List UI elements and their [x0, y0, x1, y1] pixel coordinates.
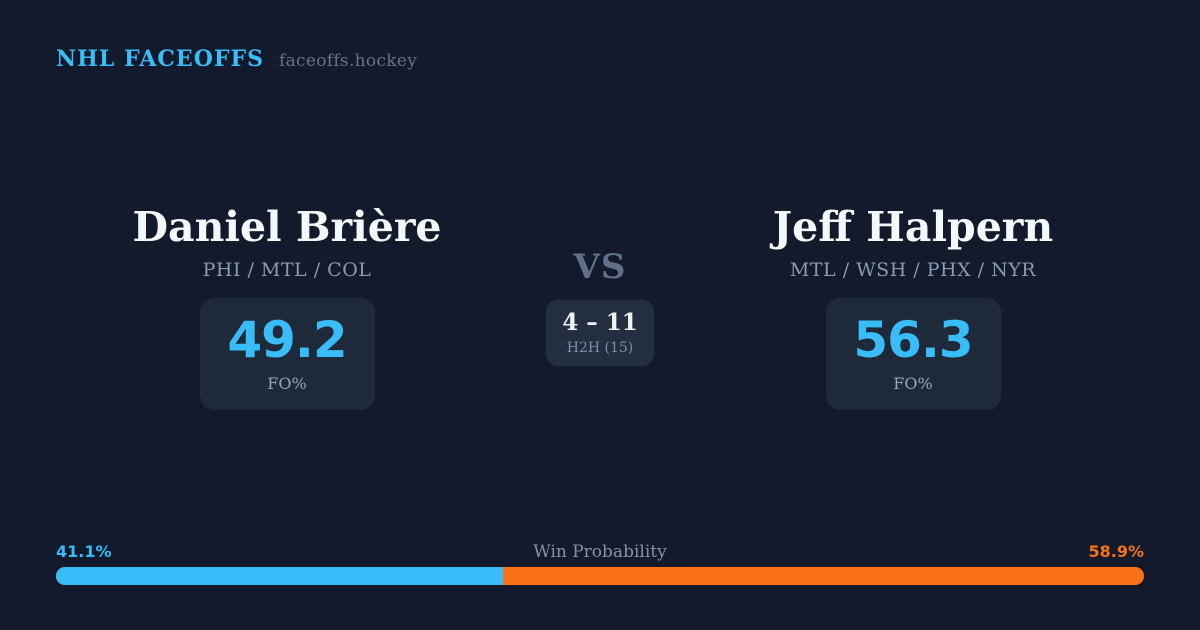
- win-probability-bar-left-segment: [56, 567, 504, 585]
- win-probability-left-pct: 41.1%: [56, 542, 112, 561]
- player-left: Daniel Brière PHI / MTL / COL 49.2 FO%: [127, 203, 447, 411]
- brand-domain: faceoffs.hockey: [279, 51, 418, 71]
- header: NHL FACEOFFS faceoffs.hockey: [56, 46, 417, 72]
- win-probability-right-pct: 58.9%: [1088, 542, 1144, 561]
- player-left-stat-box: 49.2 FO%: [199, 298, 375, 411]
- h2h-box: 4 – 11 H2H (15): [546, 300, 654, 366]
- player-left-name: Daniel Brière: [132, 203, 442, 251]
- player-left-stat-label: FO%: [267, 374, 307, 394]
- h2h-record: 4 – 11: [562, 308, 638, 336]
- center-column: VS 4 – 11 H2H (15): [520, 247, 680, 366]
- win-probability-bar: [56, 567, 1144, 585]
- vs-label: VS: [573, 247, 627, 287]
- player-left-teams: PHI / MTL / COL: [202, 259, 372, 282]
- player-left-stat-value: 49.2: [227, 311, 347, 370]
- brand-title: NHL FACEOFFS: [56, 46, 264, 72]
- player-right-stat-label: FO%: [893, 374, 933, 394]
- win-probability-title: Win Probability: [533, 542, 667, 562]
- win-probability-labels: 41.1% Win Probability 58.9%: [0, 542, 1200, 564]
- player-right: Jeff Halpern MTL / WSH / PHX / NYR 56.3 …: [753, 203, 1073, 411]
- player-right-teams: MTL / WSH / PHX / NYR: [789, 259, 1037, 282]
- player-right-stat-box: 56.3 FO%: [825, 298, 1001, 411]
- player-right-name: Jeff Halpern: [772, 203, 1054, 251]
- h2h-label: H2H (15): [566, 339, 634, 356]
- player-right-stat-value: 56.3: [853, 311, 973, 370]
